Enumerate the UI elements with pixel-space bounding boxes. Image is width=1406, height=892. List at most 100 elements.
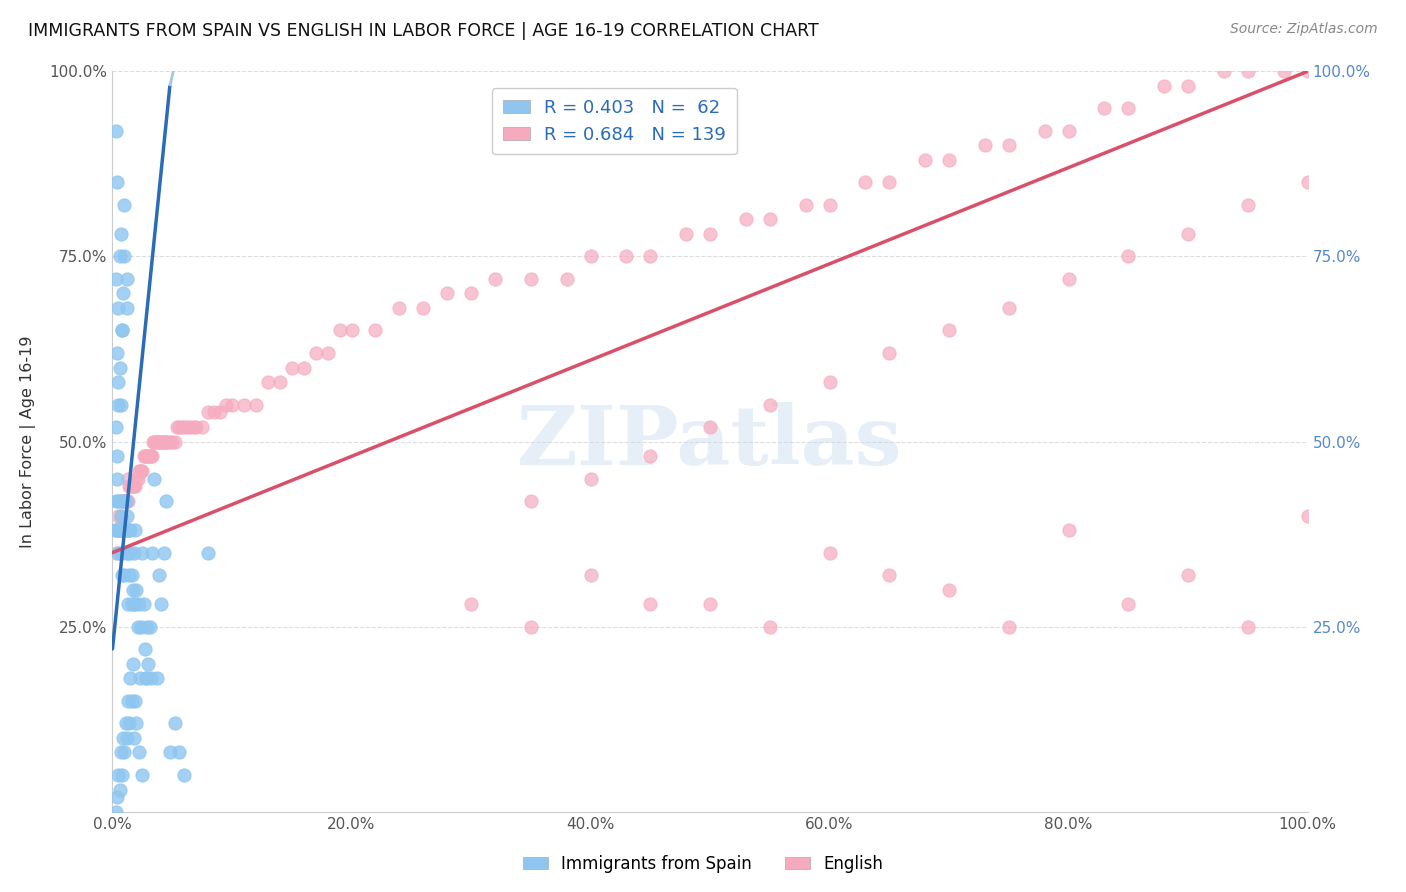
Point [149,434,172,449]
Point [148,434,170,449]
Point [120,672,142,686]
Point [110,398,132,412]
Point [117,524,139,538]
Point [108,493,131,508]
Point [125,715,148,730]
Point [114,746,135,760]
Point [124,479,146,493]
Text: ZIPatlas: ZIPatlas [517,401,903,482]
Point [124,524,146,538]
Point [555,271,578,285]
Point [108,360,131,375]
Point [1296,175,1319,190]
Point [759,398,782,412]
Point [139,672,162,686]
Point [108,250,131,264]
Point [122,479,145,493]
Point [127,471,149,485]
Point [152,434,174,449]
Point [125,471,148,485]
Point [579,471,602,485]
Point [855,175,877,190]
Y-axis label: In Labor Force | Age 16-19: In Labor Force | Age 16-19 [20,335,35,548]
Point [579,250,602,264]
Point [818,197,841,211]
Point [114,493,135,508]
Point [640,450,662,464]
Point [257,376,280,390]
Point [460,598,482,612]
Point [120,524,142,538]
Point [117,694,139,708]
Point [1237,197,1260,211]
Point [114,567,135,582]
Point [159,434,181,449]
Point [388,301,411,316]
Point [1057,524,1080,538]
Point [110,746,132,760]
Point [1296,508,1319,523]
Point [115,508,138,523]
Point [938,582,960,597]
Point [1177,227,1199,242]
Point [159,746,181,760]
Point [120,479,142,493]
Point [166,419,188,434]
Point [111,324,134,338]
Point [640,250,662,264]
Point [129,464,152,478]
Point [115,546,138,560]
Point [134,641,156,656]
Point [169,419,191,434]
Point [1094,102,1116,116]
Point [879,345,901,359]
Point [114,250,135,264]
Point [118,479,141,493]
Point [127,619,149,633]
Point [998,619,1021,633]
Point [169,746,191,760]
Point [110,227,132,242]
Point [128,746,150,760]
Point [121,567,143,582]
Point [818,376,841,390]
Point [141,546,163,560]
Point [104,524,127,538]
Point [173,419,195,434]
Point [121,479,143,493]
Point [197,546,219,560]
Point [115,731,138,745]
Point [520,271,543,285]
Point [117,598,139,612]
Point [879,567,901,582]
Point [135,672,157,686]
Point [153,434,176,449]
Point [128,464,150,478]
Point [121,479,143,493]
Point [412,301,434,316]
Point [115,493,138,508]
Point [202,405,225,419]
Point [110,524,132,538]
Point [129,464,152,478]
Point [364,324,387,338]
Point [436,286,458,301]
Point [105,123,128,137]
Point [105,524,128,538]
Point [136,450,159,464]
Point [1177,567,1199,582]
Point [110,508,132,523]
Point [145,672,167,686]
Point [735,212,758,227]
Point [460,286,482,301]
Point [135,672,157,686]
Point [111,546,134,560]
Point [111,324,134,338]
Point [118,524,141,538]
Point [145,434,167,449]
Point [699,227,721,242]
Point [114,493,136,508]
Point [938,153,960,168]
Point [118,715,141,730]
Point [112,493,135,508]
